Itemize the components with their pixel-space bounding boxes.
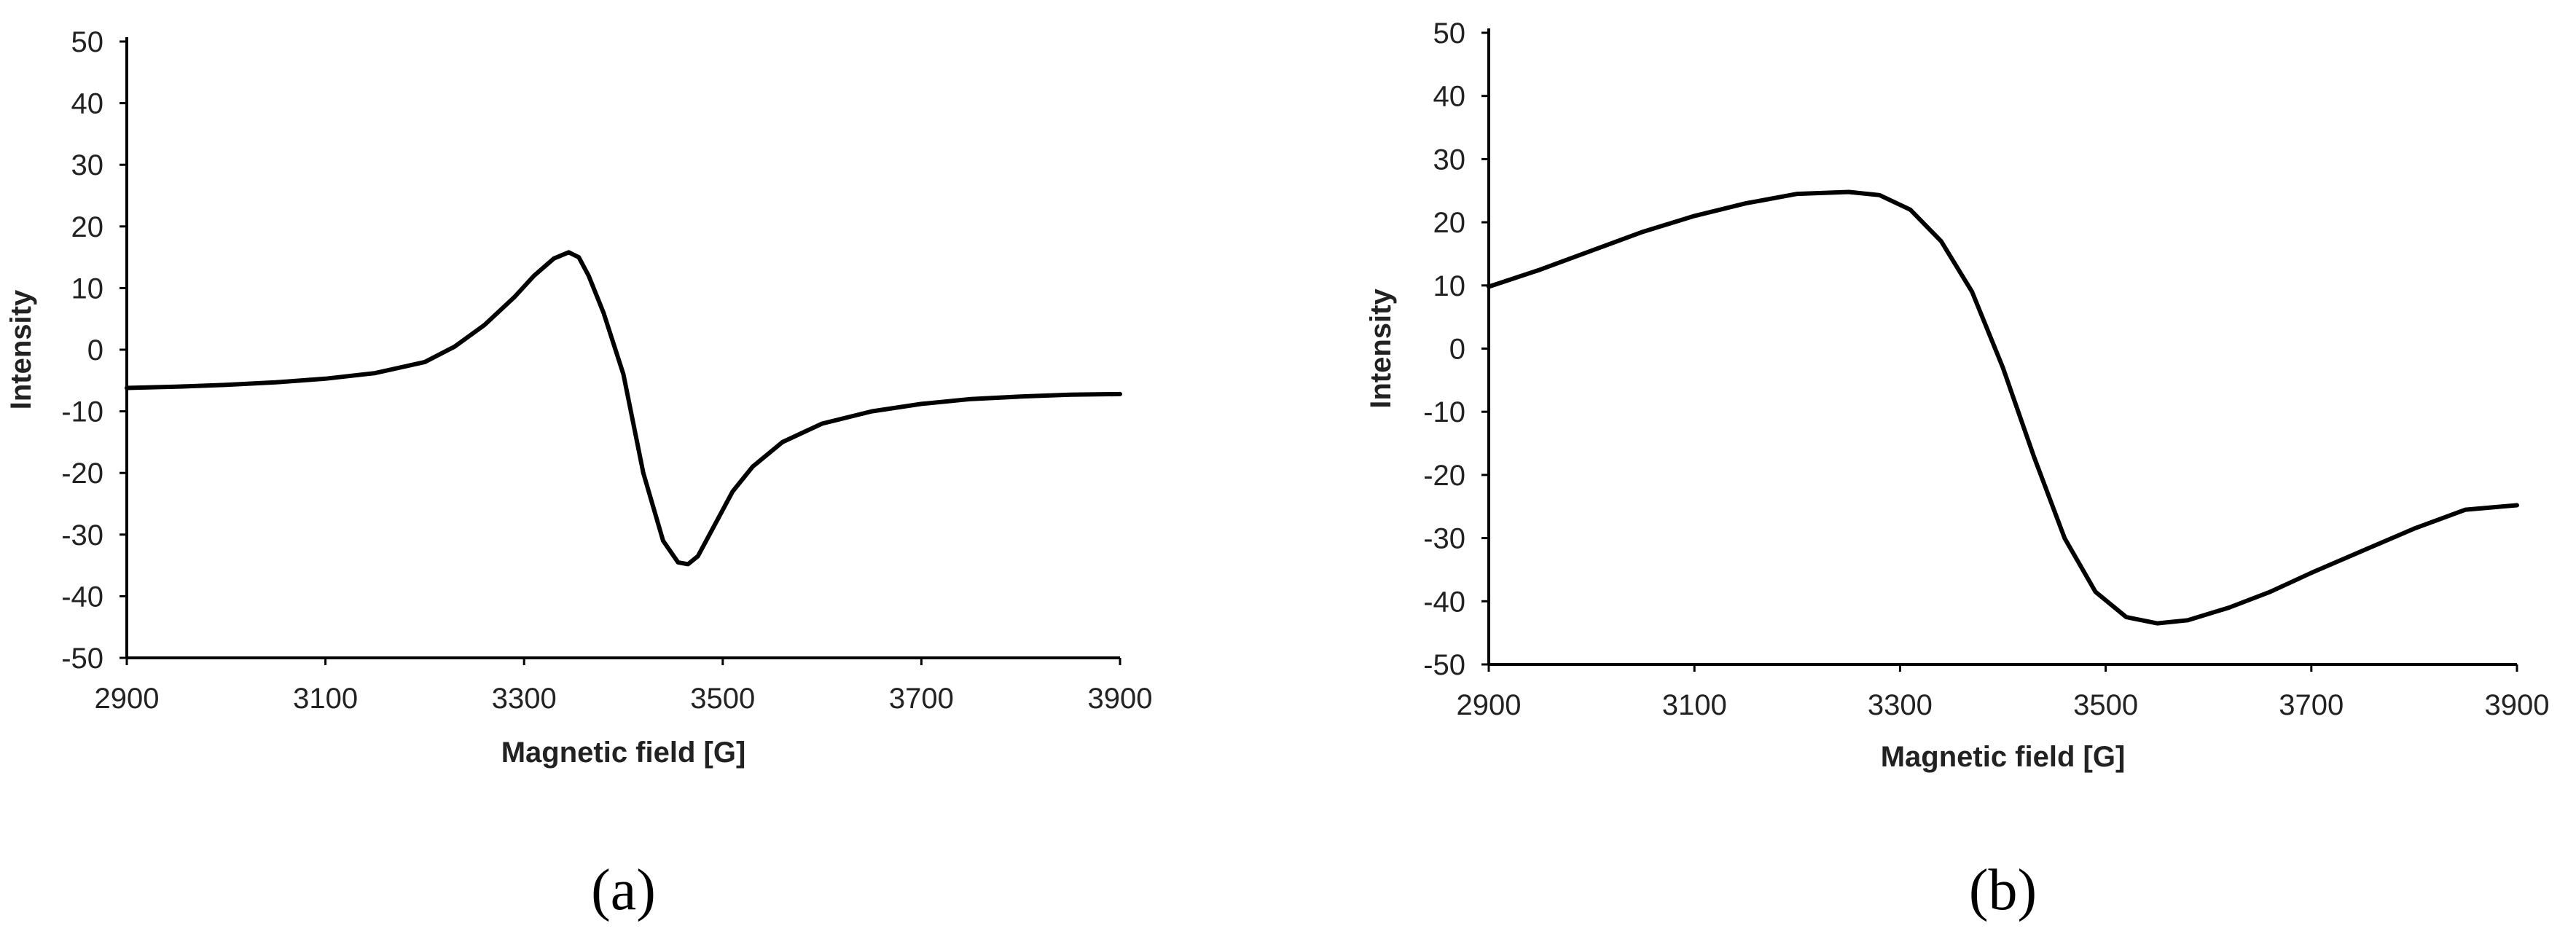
x-tick-label: 3900: [1088, 683, 1153, 715]
chart-panel-b: -50 -40 -30 -20 -10 0 10 20 30 40 50 2900 3100 3300 35…: [1365, 17, 2549, 922]
x-tick-label: 2900: [95, 683, 160, 715]
y-tick-label: 10: [1433, 270, 1466, 302]
x-tick-label: 3100: [1662, 689, 1727, 721]
y-tick-label: 50: [71, 26, 104, 58]
panel-label: (a): [591, 858, 656, 922]
y-tick-label: -40: [1423, 586, 1465, 618]
y-tick-label: 30: [1433, 144, 1466, 176]
series-line-0: [1487, 189, 2519, 626]
x-tick-label: 3700: [889, 683, 954, 715]
y-tick-label: -20: [1423, 460, 1465, 492]
y-tick-label: -10: [1423, 396, 1465, 428]
y-tick-label: 10: [71, 272, 104, 305]
y-tick-label: 0: [87, 334, 103, 366]
x-axis-title: Magnetic field [G]: [1881, 741, 2126, 773]
y-tick-label: -20: [61, 458, 103, 490]
y-tick-label: -30: [1423, 523, 1465, 555]
x-tick-label: 3900: [2485, 689, 2550, 721]
y-tick-label: -50: [1423, 649, 1465, 681]
y-tick-label: -10: [61, 396, 103, 428]
chart-panel-a: -50 -40 -30 -20 -10 0 10 20 30 40 50 2900 3100 3300 35…: [5, 26, 1152, 922]
y-tick-label: -30: [61, 519, 103, 552]
y-tick-label: 40: [71, 88, 104, 120]
x-tick-label: 3100: [293, 683, 358, 715]
series-line-0: [125, 250, 1122, 567]
y-axis-title: Intensity: [1365, 289, 1397, 409]
panel-label: (b): [1969, 858, 2037, 922]
x-tick-label: 3700: [2279, 689, 2344, 721]
y-tick-label: 40: [1433, 81, 1466, 113]
y-tick-label: -50: [61, 643, 103, 675]
x-tick-label: 3300: [492, 683, 557, 715]
x-tick-label: 2900: [1457, 689, 1522, 721]
x-axis-title: Magnetic field [G]: [501, 737, 746, 769]
x-tick-label: 3300: [1868, 689, 1933, 721]
y-axis-title: Intensity: [5, 289, 37, 409]
y-tick-label: 20: [71, 211, 104, 243]
y-tick-label: 20: [1433, 207, 1466, 239]
y-tick-label: -40: [61, 581, 103, 613]
y-tick-label: 30: [71, 149, 104, 181]
x-tick-label: 3500: [2073, 689, 2138, 721]
y-tick-label: 50: [1433, 17, 1466, 50]
y-tick-label: 0: [1449, 334, 1465, 366]
x-tick-label: 3500: [690, 683, 755, 715]
